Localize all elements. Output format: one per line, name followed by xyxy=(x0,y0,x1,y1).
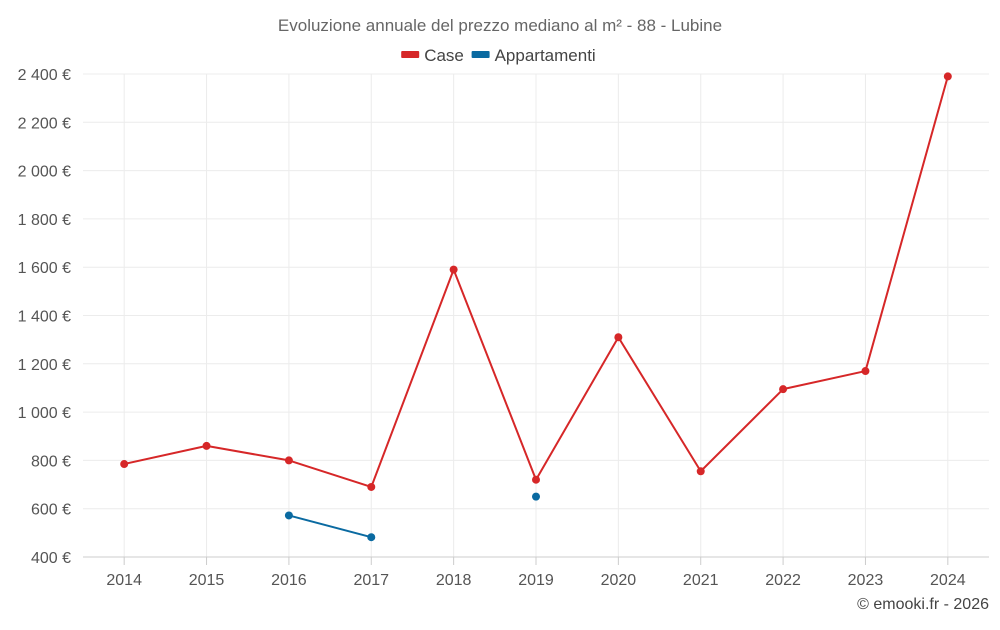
y-tick-label: 1 600 € xyxy=(18,260,71,277)
data-point-case xyxy=(943,72,952,81)
x-tick-label: 2014 xyxy=(106,572,142,589)
data-point-case xyxy=(202,441,211,450)
credit-text: © emooki.fr - 2026 xyxy=(857,596,989,613)
data-point-case xyxy=(367,482,376,491)
x-tick-label: 2019 xyxy=(518,572,554,589)
data-point-case xyxy=(696,467,705,476)
legend-label-appartamenti: Appartamenti xyxy=(495,46,596,65)
axes: 400 € 600 € 800 € 1 000 € 1 200 € 1 400 € 1 60… xyxy=(18,67,989,589)
x-tick-label: 2020 xyxy=(601,572,637,589)
data-point-case xyxy=(532,475,540,484)
chart-title: Evoluzione annuale del prezzo mediano al… xyxy=(278,16,722,35)
series-layer xyxy=(120,72,952,542)
y-tick-label: 2 000 € xyxy=(18,164,71,181)
y-tick-label: 1 400 € xyxy=(18,309,71,326)
grid xyxy=(83,73,989,558)
legend-label-case: Case xyxy=(424,46,464,65)
y-tick-label: 800 € xyxy=(31,453,71,470)
y-tick-label: 1 800 € xyxy=(18,212,71,229)
x-tick-label: 2018 xyxy=(436,572,472,589)
data-point-appartamenti xyxy=(532,492,540,501)
x-tick-label: 2021 xyxy=(683,572,719,589)
y-tick-label: 2 400 € xyxy=(18,67,71,84)
series-line-appartamenti xyxy=(288,514,372,539)
x-tick-label: 2022 xyxy=(765,572,801,589)
data-point-case xyxy=(779,385,788,394)
data-point-case xyxy=(284,456,293,465)
y-tick-label: 2 200 € xyxy=(18,115,71,132)
legend-swatch-case xyxy=(401,51,420,58)
data-point-case xyxy=(614,333,623,342)
data-point-case xyxy=(861,367,870,376)
data-point-case xyxy=(449,265,458,274)
x-tick-label: 2016 xyxy=(271,572,307,589)
x-tick-label: 2024 xyxy=(930,572,966,589)
x-tick-label: 2015 xyxy=(189,572,225,589)
y-tick-label: 600 € xyxy=(31,502,71,519)
data-point-appartamenti xyxy=(284,511,293,520)
y-tick-label: 1 000 € xyxy=(18,405,71,422)
y-tick-label: 400 € xyxy=(31,550,71,567)
x-tick-label: 2023 xyxy=(848,572,884,589)
legend: Case Appartamenti xyxy=(401,46,596,65)
legend-swatch-appartamenti xyxy=(471,51,490,58)
x-tick-label: 2017 xyxy=(353,572,389,589)
data-point-case xyxy=(120,460,129,469)
data-point-appartamenti xyxy=(367,533,376,542)
y-tick-label: 1 200 € xyxy=(18,357,71,374)
